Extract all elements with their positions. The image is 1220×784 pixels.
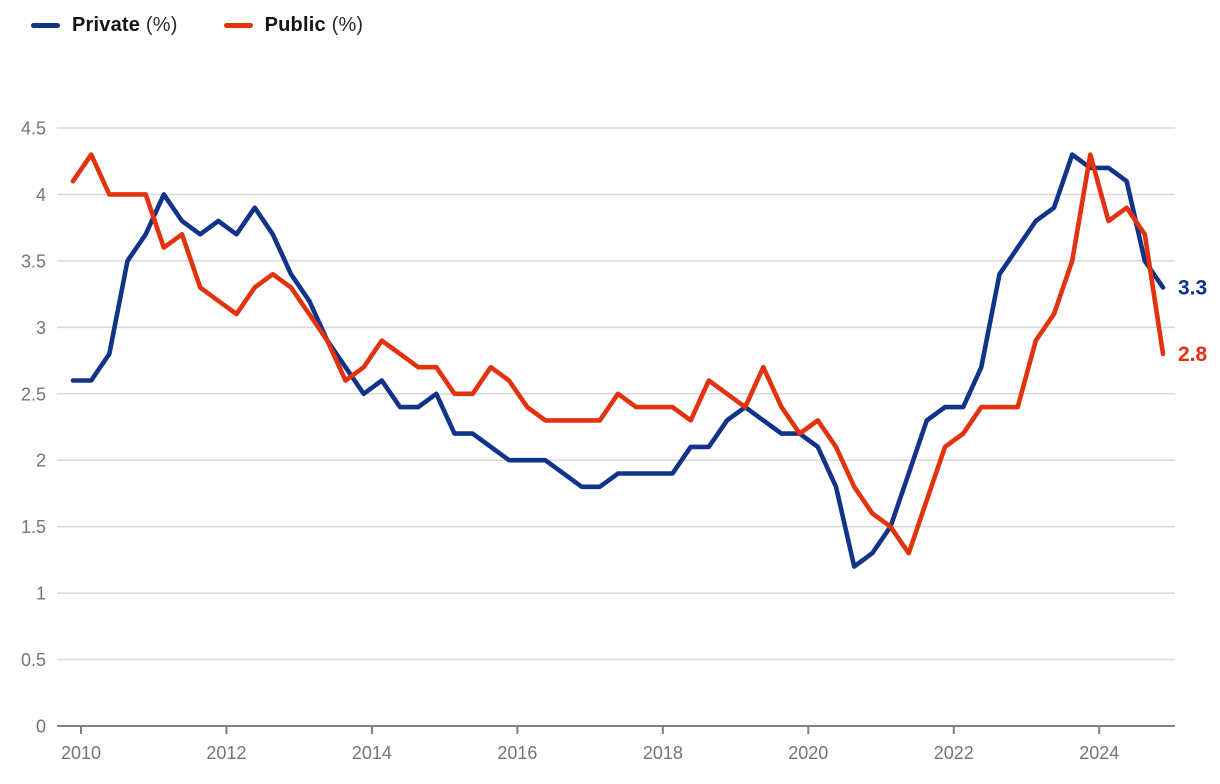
y-tick-label-0: 0 xyxy=(36,717,46,737)
x-tick-label-2020: 2020 xyxy=(788,743,828,763)
y-tick-label-4: 4 xyxy=(36,185,46,205)
x-tick-label-2016: 2016 xyxy=(497,743,537,763)
legend: Private (%) Public (%) xyxy=(31,14,363,37)
public-line xyxy=(70,152,1166,556)
x-tick-label-2024: 2024 xyxy=(1079,743,1119,763)
legend-label-private: Private (%) xyxy=(72,14,178,36)
legend-item-private: Private (%) xyxy=(31,14,178,37)
legend-item-public: Public (%) xyxy=(223,14,364,37)
x-tick-label-2014: 2014 xyxy=(352,743,392,763)
y-tick-label-2.5: 2.5 xyxy=(21,384,46,404)
y-tick-label-3: 3 xyxy=(36,318,46,338)
x-tick-label-2012: 2012 xyxy=(206,743,246,763)
private-line xyxy=(70,152,1166,569)
y-tick-label-1: 1 xyxy=(36,584,46,604)
x-tick-label-2018: 2018 xyxy=(643,743,683,763)
y-tick-label-4.5: 4.5 xyxy=(21,119,46,139)
y-tick-label-0.5: 0.5 xyxy=(21,650,46,670)
x-tick-label-2022: 2022 xyxy=(934,743,974,763)
legend-label-public: Public (%) xyxy=(264,14,364,36)
public-end-value-label: 2.8 xyxy=(1178,343,1208,366)
y-tick-label-3.5: 3.5 xyxy=(21,251,46,271)
public-line-swatch xyxy=(223,23,253,28)
y-tick-label-1.5: 1.5 xyxy=(21,517,46,537)
y-tick-label-2: 2 xyxy=(36,451,46,471)
private-line-swatch xyxy=(31,23,60,28)
x-tick-label-2010: 2010 xyxy=(61,743,101,763)
private-end-value-label: 3.3 xyxy=(1178,276,1207,299)
